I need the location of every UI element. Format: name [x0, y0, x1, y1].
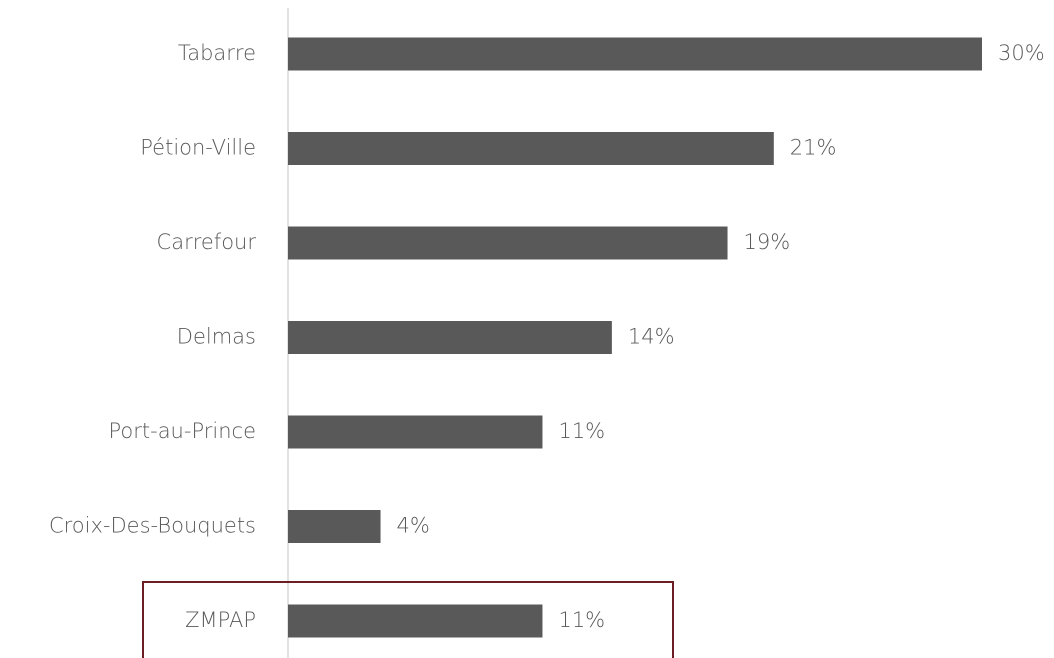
value-label: 21%	[790, 136, 837, 160]
category-label: Pétion-Ville	[140, 136, 256, 160]
value-label: 30%	[998, 41, 1045, 65]
bar	[288, 604, 543, 638]
value-label: 19%	[744, 230, 791, 254]
category-label: Delmas	[177, 325, 256, 349]
category-label: Tabarre	[178, 41, 256, 65]
value-label: 14%	[628, 325, 675, 349]
highlight-box	[142, 581, 674, 658]
category-label: Carrefour	[157, 230, 257, 254]
value-label: 11%	[558, 419, 605, 443]
category-label: Port-au-Prince	[108, 419, 256, 443]
value-label: 11%	[558, 608, 605, 632]
bar	[288, 37, 982, 71]
bar	[288, 132, 774, 165]
bar	[288, 226, 728, 260]
bar	[288, 510, 381, 543]
category-label: ZMPAP	[185, 608, 256, 632]
value-label: 4%	[397, 514, 430, 538]
category-label: Croix-Des-Bouquets	[49, 514, 256, 538]
bar	[288, 321, 612, 354]
bar	[288, 415, 543, 449]
